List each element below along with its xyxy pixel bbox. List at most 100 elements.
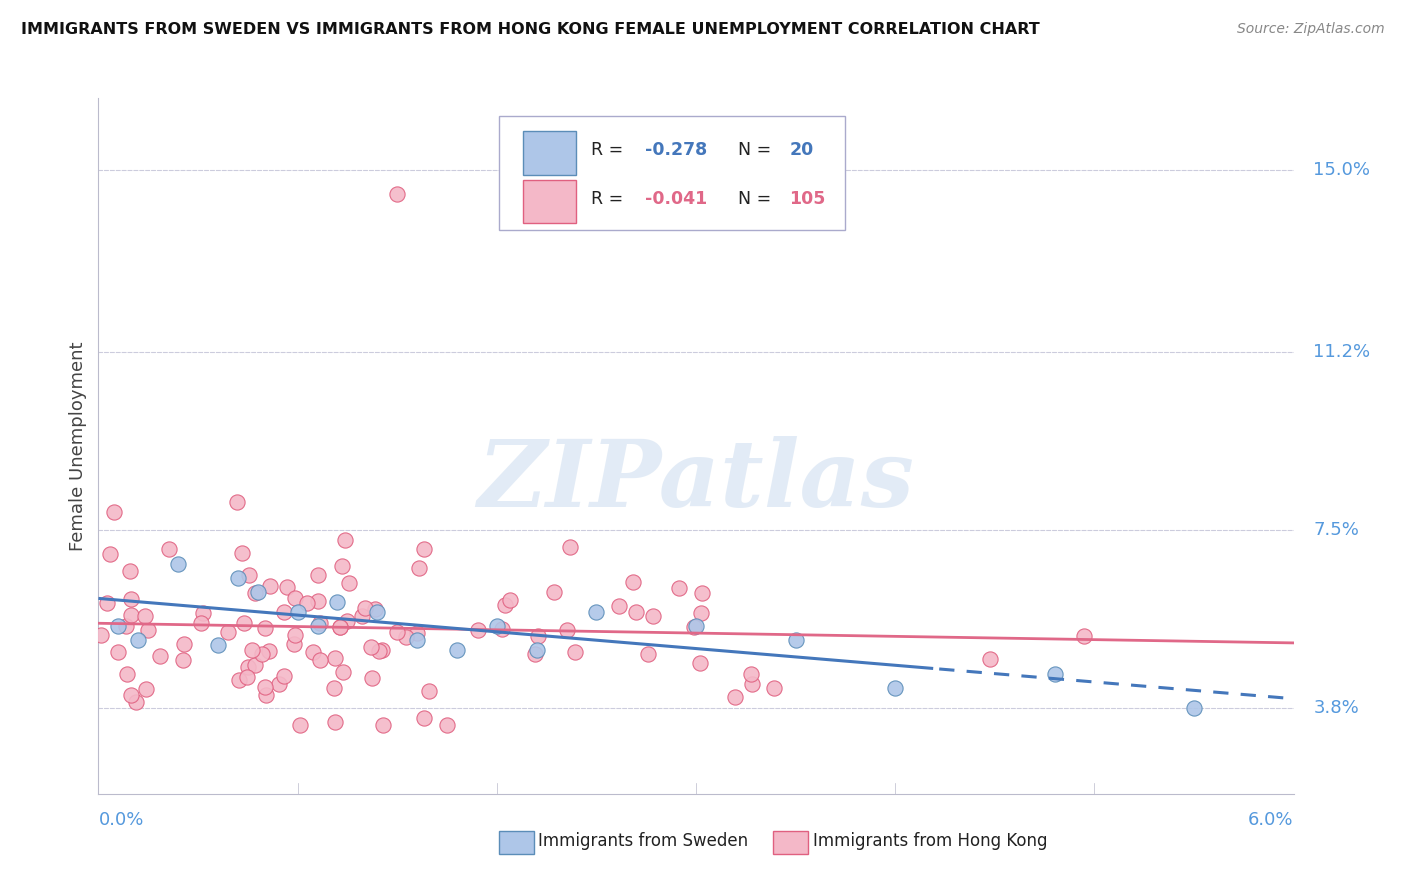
Point <box>740 667 762 681</box>
Point <box>125 695 148 709</box>
Text: Immigrants from Sweden: Immigrants from Sweden <box>538 832 748 850</box>
Point <box>120 607 142 622</box>
Point <box>236 670 259 684</box>
Point <box>741 677 763 691</box>
Point <box>283 637 305 651</box>
Point <box>323 714 346 729</box>
Text: R =: R = <box>591 190 628 208</box>
Text: 15.0%: 15.0% <box>1313 161 1371 179</box>
Point <box>276 580 298 594</box>
Point <box>624 605 647 619</box>
Point <box>267 677 290 691</box>
FancyBboxPatch shape <box>523 179 576 223</box>
Text: Source: ZipAtlas.com: Source: ZipAtlas.com <box>1237 22 1385 37</box>
Point <box>226 571 249 585</box>
Text: ZIPatlas: ZIPatlas <box>478 436 914 525</box>
Point <box>609 599 631 613</box>
Point <box>167 557 190 571</box>
Text: 105: 105 <box>789 190 825 208</box>
Point <box>418 683 440 698</box>
Point <box>405 626 427 640</box>
Point <box>485 619 508 633</box>
Point <box>243 658 266 673</box>
Point <box>368 644 391 658</box>
Point <box>253 680 276 694</box>
Point <box>90 628 112 642</box>
FancyBboxPatch shape <box>523 131 576 175</box>
Point <box>637 647 659 661</box>
Point <box>115 618 138 632</box>
Point <box>254 621 277 635</box>
Point <box>360 671 382 685</box>
Point <box>228 673 250 687</box>
Point <box>762 681 785 695</box>
Point <box>336 614 359 628</box>
Point <box>385 187 409 202</box>
Point <box>134 609 156 624</box>
Point <box>172 653 194 667</box>
Point <box>406 633 429 648</box>
Point <box>225 495 247 509</box>
FancyBboxPatch shape <box>499 116 845 230</box>
Point <box>136 623 159 637</box>
Point <box>273 669 295 683</box>
Text: -0.041: -0.041 <box>644 190 707 208</box>
Point <box>297 596 319 610</box>
Point <box>527 629 550 643</box>
Point <box>641 609 664 624</box>
Point <box>724 690 747 704</box>
Point <box>543 585 565 599</box>
Point <box>259 644 281 658</box>
Point <box>668 581 690 595</box>
Point <box>690 586 713 600</box>
Point <box>149 648 172 663</box>
Point <box>491 622 513 636</box>
Point <box>284 627 307 641</box>
Point <box>408 561 430 575</box>
Point <box>371 718 394 732</box>
Point <box>246 585 269 599</box>
Point <box>96 596 118 610</box>
Point <box>387 624 409 639</box>
Point <box>120 688 142 702</box>
Point <box>236 660 259 674</box>
Point <box>173 637 195 651</box>
Point <box>232 615 254 630</box>
Text: -0.278: -0.278 <box>644 141 707 160</box>
Point <box>523 647 546 661</box>
Text: IMMIGRANTS FROM SWEDEN VS IMMIGRANTS FROM HONG KONG FEMALE UNEMPLOYMENT CORRELAT: IMMIGRANTS FROM SWEDEN VS IMMIGRANTS FRO… <box>21 22 1040 37</box>
Point <box>884 681 907 696</box>
Point <box>325 650 347 665</box>
Point <box>259 579 281 593</box>
Point <box>1073 629 1095 643</box>
Text: 3.8%: 3.8% <box>1313 698 1360 716</box>
Point <box>371 643 394 657</box>
Point <box>555 623 578 637</box>
Point <box>395 630 418 644</box>
Point <box>323 681 346 695</box>
Text: N =: N = <box>738 190 776 208</box>
Point <box>337 575 360 590</box>
Point <box>585 605 607 619</box>
Point <box>243 585 266 599</box>
Point <box>413 541 436 556</box>
Point <box>1182 700 1205 714</box>
Point <box>494 598 516 612</box>
Point <box>360 640 382 654</box>
Point <box>159 542 181 557</box>
Point <box>436 718 458 732</box>
Point <box>107 645 129 659</box>
Point <box>413 710 436 724</box>
Point <box>288 718 311 732</box>
Point <box>307 568 329 582</box>
Point <box>308 615 330 630</box>
Point <box>332 558 354 573</box>
Point <box>446 643 468 657</box>
Point <box>685 619 707 633</box>
Point <box>564 645 586 659</box>
Point <box>120 564 142 578</box>
Point <box>526 643 548 657</box>
Point <box>191 606 214 620</box>
Point <box>350 609 373 624</box>
Point <box>302 645 325 659</box>
